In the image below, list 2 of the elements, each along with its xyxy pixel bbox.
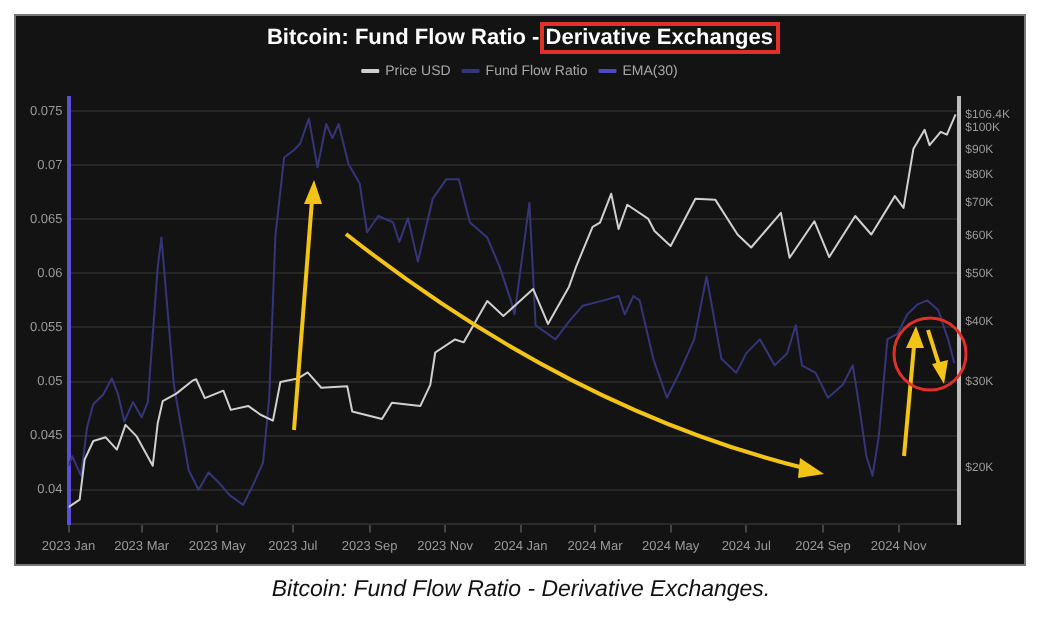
text: Bitcoin: Fund Flow Ratio - Derivative Exchanges. — [269, 578, 773, 602]
chart-title: Bitcoin: Fund Flow Ratio - Derivative Exchanges — [266, 26, 774, 50]
